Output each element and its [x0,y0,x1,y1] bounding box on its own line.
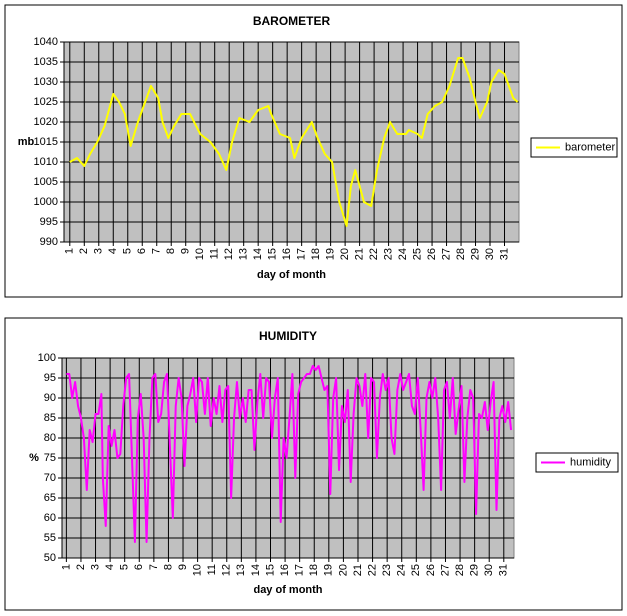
x-tick-label: 26 [425,564,437,576]
legend-label: barometer [565,141,615,153]
y-tick-label: 995 [40,216,58,228]
x-tick-label: 8 [165,248,177,254]
x-tick-label: 13 [235,564,247,576]
x-tick-label: 16 [281,248,293,260]
x-tick-label: 1 [64,248,76,254]
x-tick-label: 10 [192,564,204,576]
x-tick-label: 1 [60,564,72,570]
x-tick-label: 8 [162,564,174,570]
y-tick-label: 80 [44,432,56,444]
y-tick-label: 55 [44,532,56,544]
x-tick-label: 14 [252,248,264,260]
x-tick-label: 18 [308,564,320,576]
y-tick-label: 990 [40,236,58,248]
x-tick-label: 24 [396,564,408,576]
x-tick-label: 5 [119,564,131,570]
x-tick-label: 7 [148,564,160,570]
x-axis-title: day of month [257,269,326,281]
legend-box [535,452,619,473]
x-tick-label: 6 [136,248,148,254]
x-tick-label: 17 [296,248,308,260]
y-tick-label: 1010 [34,156,58,168]
y-tick-label: 1015 [34,136,58,148]
y-tick-label: 85 [44,412,56,424]
x-tick-label: 16 [279,564,291,576]
x-tick-label: 30 [483,564,495,576]
x-tick-label: 23 [381,564,393,576]
x-tick-label: 14 [250,564,262,576]
x-tick-label: 20 [339,248,351,260]
x-tick-label: 4 [104,564,116,570]
x-tick-label: 30 [484,248,496,260]
x-tick-label: 4 [107,248,119,254]
y-tick-label: 1000 [34,196,58,208]
x-tick-label: 17 [294,564,306,576]
y-axis-title: % [29,452,39,464]
y-tick-label: 95 [44,372,56,384]
x-tick-label: 29 [469,564,481,576]
x-tick-label: 21 [354,248,366,260]
data-line [66,365,513,543]
x-tick-label: 31 [498,564,510,576]
x-tick-label: 25 [411,248,423,260]
x-tick-label: 27 [439,564,451,576]
y-tick-label: 70 [44,472,56,484]
y-tick-label: 1030 [34,76,58,88]
x-tick-label: 27 [440,248,452,260]
y-tick-label: 90 [44,392,56,404]
x-tick-label: 7 [151,248,163,254]
y-tick-label: 1025 [34,96,58,108]
x-tick-label: 10 [194,248,206,260]
chart: BAROMETER9909951000100510101015102010251… [4,4,623,298]
x-tick-label: 28 [454,564,466,576]
y-axis-title: mb [18,136,35,148]
x-tick-label: 12 [223,248,235,260]
x-tick-label: 19 [323,564,335,576]
legend-box [530,137,618,158]
x-tick-label: 28 [455,248,467,260]
x-tick-label: 29 [469,248,481,260]
x-tick-label: 23 [382,248,394,260]
legend-label: humidity [570,456,611,468]
x-tick-label: 2 [75,564,87,570]
x-axis-title: day of month [253,584,322,596]
chart-title: BAROMETER [253,14,331,28]
x-tick-label: 9 [177,564,189,570]
x-tick-label: 2 [78,248,90,254]
x-tick-label: 20 [337,564,349,576]
x-tick-label: 24 [397,248,409,260]
x-tick-label: 11 [209,248,221,259]
x-tick-label: 6 [133,564,145,570]
y-tick-label: 1040 [34,36,58,48]
data-line [69,57,519,227]
x-tick-label: 3 [93,248,105,254]
x-tick-label: 22 [366,564,378,576]
y-tick-label: 100 [38,352,56,364]
x-tick-label: 11 [206,564,218,575]
x-tick-label: 19 [325,248,337,260]
x-tick-label: 22 [368,248,380,260]
x-tick-label: 15 [267,248,279,260]
y-tick-label: 1005 [34,176,58,188]
x-tick-label: 9 [180,248,192,254]
x-tick-label: 18 [310,248,322,260]
x-tick-label: 25 [410,564,422,576]
y-tick-label: 1035 [34,56,58,68]
y-tick-label: 1020 [34,116,58,128]
y-tick-label: 65 [44,492,56,504]
x-tick-label: 12 [221,564,233,576]
x-tick-label: 3 [89,564,101,570]
x-tick-label: 21 [352,564,364,576]
chart-title: HUMIDITY [259,329,317,343]
y-tick-label: 75 [44,452,56,464]
y-tick-label: 60 [44,512,56,524]
x-tick-label: 13 [238,248,250,260]
x-tick-label: 31 [498,248,510,260]
x-tick-label: 26 [426,248,438,260]
y-tick-label: 50 [44,552,56,564]
x-tick-label: 15 [264,564,276,576]
x-tick-label: 5 [122,248,134,254]
